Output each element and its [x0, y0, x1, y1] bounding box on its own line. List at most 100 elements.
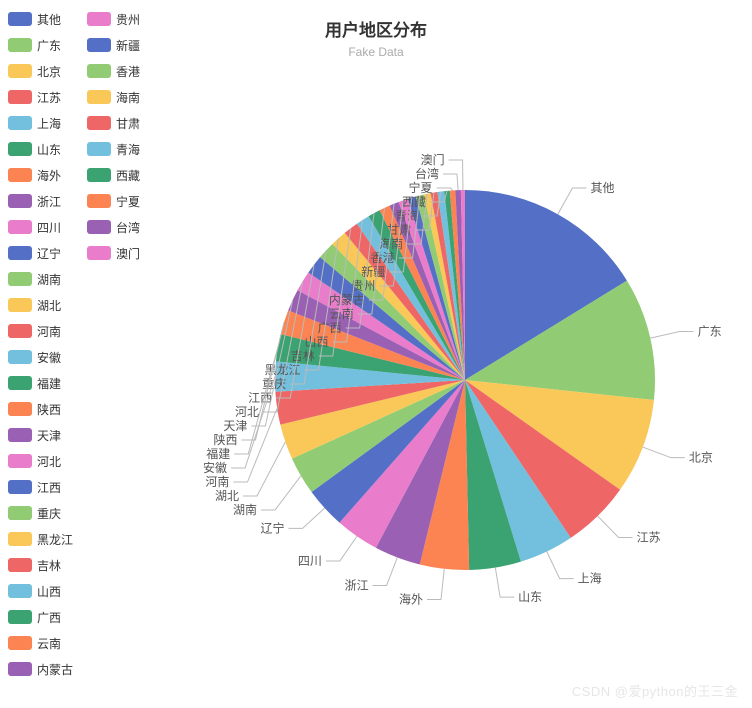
legend-label: 山东: [37, 141, 61, 158]
legend-item[interactable]: 福建: [8, 372, 73, 394]
slice-label: 四川: [298, 554, 322, 568]
slice-label: 浙江: [345, 579, 369, 593]
legend-swatch: [8, 220, 32, 234]
legend-label: 广东: [37, 37, 61, 54]
legend-label: 重庆: [37, 505, 61, 522]
slice-label: 福建: [206, 446, 230, 461]
legend-item[interactable]: 云南: [8, 632, 73, 654]
legend-item[interactable]: 辽宁: [8, 242, 73, 264]
slice-label: 广西: [318, 321, 342, 335]
legend-label: 青海: [116, 141, 140, 158]
legend-swatch: [8, 12, 32, 26]
legend-swatch: [8, 428, 32, 442]
legend-item[interactable]: 新疆: [87, 34, 140, 56]
legend-item[interactable]: 江西: [8, 476, 73, 498]
slice-label: 河南: [205, 474, 229, 489]
slice-label: 其他: [590, 181, 614, 195]
legend-swatch: [8, 194, 32, 208]
legend-item[interactable]: 陕西: [8, 398, 73, 420]
legend-label: 澳门: [116, 245, 140, 262]
legend-item[interactable]: 浙江: [8, 190, 73, 212]
legend-item[interactable]: 湖南: [8, 268, 73, 290]
legend-item[interactable]: 天津: [8, 424, 73, 446]
legend-label: 台湾: [116, 219, 140, 236]
slice-label: 宁夏: [409, 180, 433, 195]
leader-line: [495, 568, 514, 598]
legend-label: 安徽: [37, 349, 61, 366]
legend-item[interactable]: 台湾: [87, 216, 140, 238]
legend-item[interactable]: 湖北: [8, 294, 73, 316]
legend-label: 浙江: [37, 193, 61, 210]
slice-label: 陕西: [213, 432, 237, 447]
legend-label: 宁夏: [116, 193, 140, 210]
legend-item[interactable]: 青海: [87, 138, 140, 160]
legend-item[interactable]: 西藏: [87, 164, 140, 186]
legend-item[interactable]: 澳门: [87, 242, 140, 264]
legend-swatch: [87, 38, 111, 52]
leader-line: [558, 188, 587, 214]
legend-item[interactable]: 吉林: [8, 554, 73, 576]
legend-swatch: [8, 402, 32, 416]
legend-item[interactable]: 广西: [8, 606, 73, 628]
legend-swatch: [8, 246, 32, 260]
legend-item[interactable]: 香港: [87, 60, 140, 82]
legend-item[interactable]: 安徽: [8, 346, 73, 368]
legend-item[interactable]: 内蒙古: [8, 658, 73, 680]
legend-label: 北京: [37, 63, 61, 80]
legend-item[interactable]: 北京: [8, 60, 73, 82]
slice-label: 海外: [399, 592, 423, 607]
legend-swatch: [8, 636, 32, 650]
legend-swatch: [8, 38, 32, 52]
legend-swatch: [8, 662, 32, 676]
pie-chart: 其他广东北京江苏上海山东澳门台湾宁夏西藏青海甘肃海南香港新疆贵州内蒙古云南广西山…: [185, 80, 745, 700]
legend-label: 黑龙江: [37, 531, 73, 548]
legend-item[interactable]: 其他: [8, 8, 73, 30]
legend-label: 西藏: [116, 167, 140, 184]
legend-label: 内蒙古: [37, 661, 73, 678]
legend-item[interactable]: 宁夏: [87, 190, 140, 212]
slice-label: 海南: [379, 236, 403, 251]
legend-item[interactable]: 黑龙江: [8, 528, 73, 550]
legend-label: 天津: [37, 427, 61, 444]
legend-item[interactable]: 山西: [8, 580, 73, 602]
slice-label: 吉林: [291, 349, 315, 363]
legend-label: 上海: [37, 115, 61, 132]
legend-item[interactable]: 上海: [8, 112, 73, 134]
legend-label: 海南: [116, 89, 140, 106]
legend-item[interactable]: 重庆: [8, 502, 73, 524]
legend-item[interactable]: 海外: [8, 164, 73, 186]
slice-label: 湖北: [215, 488, 239, 503]
legend-swatch: [8, 168, 32, 182]
legend-label: 河北: [37, 453, 61, 470]
legend-swatch: [8, 532, 32, 546]
legend-item[interactable]: 江苏: [8, 86, 73, 108]
legend-swatch: [87, 194, 111, 208]
slice-label: 澳门: [421, 152, 445, 167]
leader-line: [598, 516, 633, 537]
legend-label: 其他: [37, 11, 61, 28]
legend-label: 广西: [37, 609, 61, 626]
legend-label: 湖北: [37, 297, 61, 314]
legend-item[interactable]: 河南: [8, 320, 73, 342]
slice-label: 天津: [223, 419, 247, 433]
leader-line: [643, 447, 685, 458]
legend-swatch: [8, 584, 32, 598]
legend-label: 福建: [37, 375, 61, 392]
legend-label: 山西: [37, 583, 61, 600]
slice-label: 辽宁: [260, 520, 284, 535]
legend-item[interactable]: 贵州: [87, 8, 140, 30]
legend-item[interactable]: 四川: [8, 216, 73, 238]
legend-swatch: [8, 610, 32, 624]
legend-label: 甘肃: [116, 115, 140, 132]
legend-item[interactable]: 广东: [8, 34, 73, 56]
slice-label: 台湾: [415, 166, 439, 181]
legend-swatch: [8, 298, 32, 312]
legend-item[interactable]: 山东: [8, 138, 73, 160]
legend-item[interactable]: 甘肃: [87, 112, 140, 134]
slice-label: 北京: [689, 451, 713, 465]
legend-item[interactable]: 海南: [87, 86, 140, 108]
legend-swatch: [8, 480, 32, 494]
legend-label: 河南: [37, 323, 61, 340]
legend-item[interactable]: 河北: [8, 450, 73, 472]
legend-swatch: [8, 454, 32, 468]
